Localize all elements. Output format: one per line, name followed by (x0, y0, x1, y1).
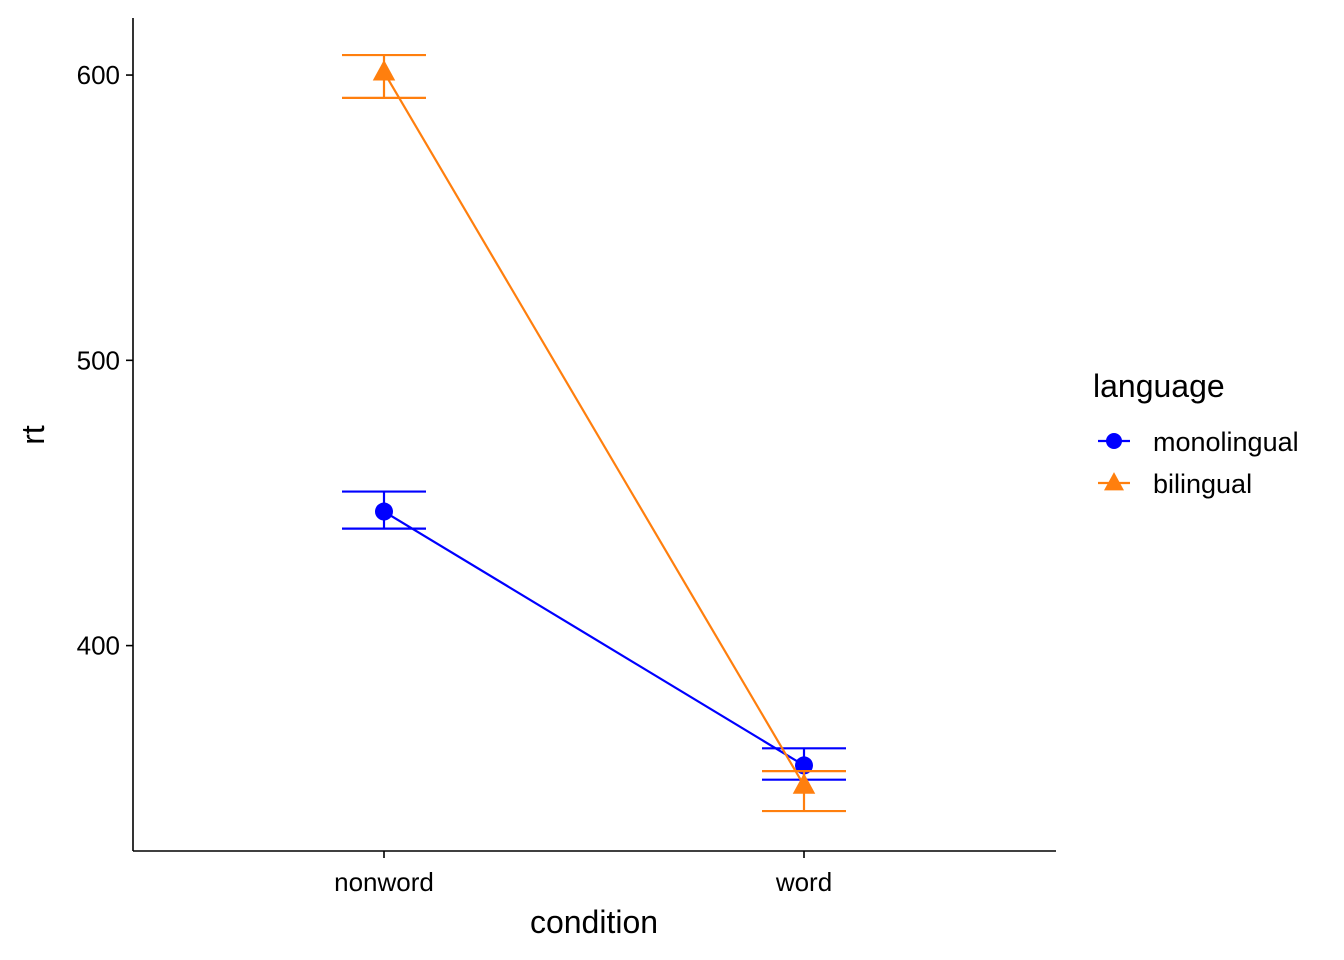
legend-items: monolingual bilingual (1098, 427, 1299, 499)
y-axis-title: rt (15, 425, 51, 445)
data-point-bilingual (792, 773, 816, 794)
legend: language monolingual bilingual (1093, 368, 1299, 499)
legend-label: monolingual (1153, 427, 1299, 457)
series-line-monolingual (383, 510, 805, 767)
legend-label: bilingual (1153, 469, 1252, 499)
data-point-monolingual (795, 756, 813, 775)
series-line-bilingual (383, 71, 805, 786)
legend-title: language (1093, 368, 1225, 404)
data-point-monolingual (375, 502, 393, 521)
plot-area (342, 53, 846, 813)
series-bilingual (342, 53, 846, 813)
legend-key-circle-icon (1106, 433, 1122, 449)
x-tick-label: nonword (334, 867, 434, 897)
data-point-bilingual (372, 59, 396, 81)
x-tick-label: word (775, 867, 832, 897)
y-tick-label: 400 (77, 631, 120, 661)
legend-key-triangle-icon (1104, 472, 1124, 491)
x-axis-title: condition (530, 904, 658, 940)
y-ticks: 400 500 600 (77, 60, 133, 661)
legend-item-bilingual: bilingual (1098, 469, 1252, 499)
y-tick-label: 600 (77, 60, 120, 90)
y-tick-label: 500 (77, 345, 120, 375)
x-ticks: nonword word (334, 851, 832, 897)
series-monolingual (342, 490, 846, 781)
legend-item-monolingual: monolingual (1098, 427, 1299, 457)
axes: 400 500 600 nonword word (77, 18, 1056, 897)
